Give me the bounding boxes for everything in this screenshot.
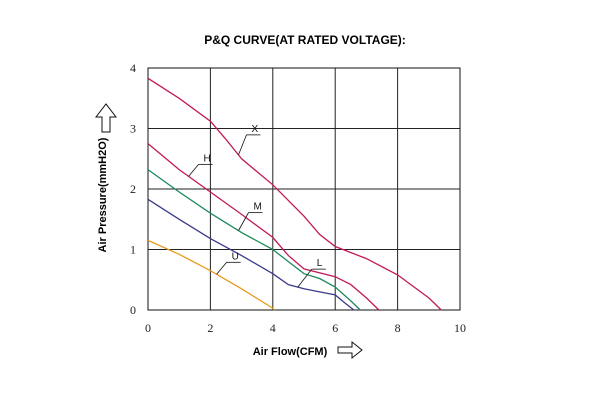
x-tick-label: 4 [270, 321, 276, 335]
y-tick-label: 3 [130, 122, 136, 136]
series-label-l: L [317, 258, 323, 269]
x-tick-label: 0 [145, 321, 151, 335]
x-tick-label: 8 [395, 321, 401, 335]
x-tick-label: 10 [454, 321, 466, 335]
series-label-layer: X H M L U [188, 124, 326, 288]
series-line-u [147, 239, 275, 311]
series-label-x: X [251, 124, 258, 135]
y-tick-label: 2 [130, 182, 136, 196]
y-tick-label: 4 [130, 61, 136, 75]
x-tick-label: 6 [332, 321, 338, 335]
y-axis-ticks: 0 1 2 3 4 [130, 61, 136, 317]
chart-title: P&Q CURVE(AT RATED VOLTAGE): [204, 33, 406, 47]
series-line-m [147, 169, 361, 311]
right-arrow-icon [337, 340, 363, 360]
series-label-leader [238, 134, 247, 156]
x-axis-label: Air Flow(CFM) [253, 346, 328, 358]
y-tick-label: 1 [130, 243, 136, 257]
series-label-leader [188, 164, 199, 177]
up-arrow-icon [94, 103, 118, 133]
series-label-leader [238, 212, 249, 231]
series-line-x [147, 77, 442, 311]
series-label-leader [297, 268, 313, 288]
series-label-h: H [204, 153, 211, 164]
series-layer [147, 77, 442, 311]
y-axis-label: Air Pressure(mmH2O) [97, 137, 109, 252]
series-label-u: U [232, 251, 239, 262]
series-label-m: M [253, 202, 261, 213]
series-line-l [147, 198, 355, 311]
series-line-h [147, 143, 380, 311]
x-axis-ticks: 0 2 4 6 8 10 [145, 321, 466, 335]
y-tick-label: 0 [130, 303, 136, 317]
plot-frame [147, 67, 461, 311]
series-label-leader [216, 262, 227, 275]
x-tick-label: 2 [207, 321, 213, 335]
